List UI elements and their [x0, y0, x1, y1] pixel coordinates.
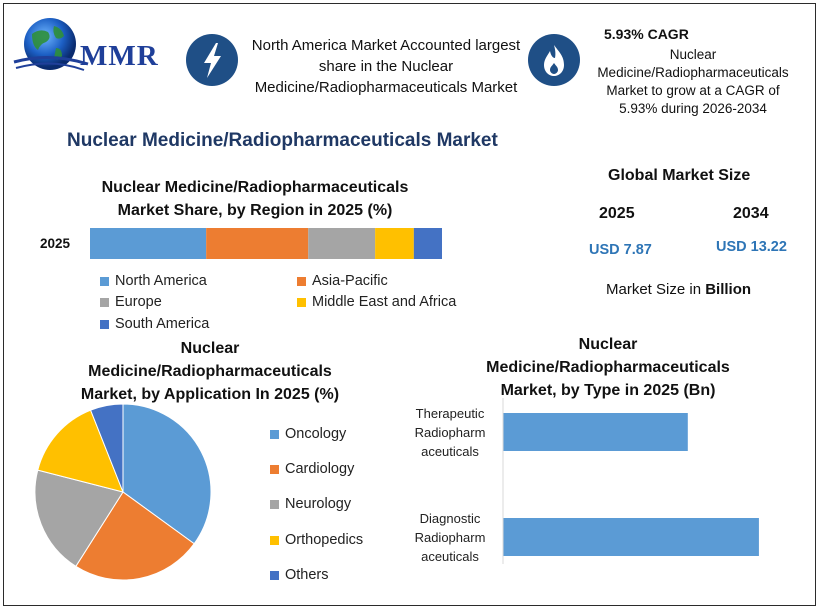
market-size-note-prefix: Market Size in	[606, 281, 706, 298]
region-legend-item: Asia-Pacific	[297, 273, 388, 289]
legend-swatch	[270, 535, 279, 545]
pie-slice	[89, 403, 124, 493]
legend-swatch	[297, 297, 306, 307]
pie-slice	[75, 491, 195, 581]
application-legend-item: Orthopedics	[270, 532, 363, 548]
type-category-label: Diagnostic Radiopharm aceuticals	[404, 509, 496, 566]
flame-icon	[544, 45, 564, 76]
region-legend-item: Europe	[100, 294, 162, 310]
market-size-year-2034: 2034	[733, 205, 769, 222]
legend-label: Oncology	[285, 426, 347, 442]
cagr-text: Nuclear Medicine/Radiopharmaceuticals Ma…	[597, 47, 789, 116]
type-bar	[503, 413, 688, 451]
region-bar-segment	[413, 228, 442, 259]
legend-swatch	[100, 276, 109, 286]
type-category-label-line: aceuticals	[421, 444, 479, 459]
legend-label: North America	[115, 273, 207, 289]
type-category-label-line: Radiopharm	[414, 425, 486, 440]
main-title: Nuclear Medicine/Radiopharmaceuticals Ma…	[67, 130, 498, 151]
region-bar-segment	[308, 228, 376, 259]
type-bar	[503, 518, 759, 556]
legend-swatch	[100, 319, 109, 329]
type-category-label-line: aceuticals	[421, 549, 479, 564]
application-chart-title: Nuclear Medicine/Radiopharmaceuticals Ma…	[80, 340, 340, 403]
legend-label: Others	[285, 567, 329, 583]
legend-label: Cardiology	[285, 461, 355, 477]
legend-label: Asia-Pacific	[312, 273, 388, 289]
pie-slice	[122, 403, 212, 545]
legend-label: Europe	[115, 294, 162, 310]
region-legend-item: South America	[100, 316, 209, 332]
application-pie-chart	[34, 403, 212, 581]
highlight-icon-container	[186, 34, 238, 86]
type-chart-title: Nuclear Medicine/Radiopharmaceuticals Ma…	[486, 336, 730, 399]
region-legend-item: Middle East and Africa	[297, 294, 456, 310]
market-size-title: Global Market Size	[608, 167, 751, 184]
region-bar-segment	[375, 228, 414, 259]
type-category-label: Therapeutic Radiopharm aceuticals	[404, 404, 496, 461]
lightning-icon	[204, 43, 221, 78]
market-size-value-2025: USD 7.87	[589, 242, 652, 258]
legend-label: Neurology	[285, 496, 352, 512]
application-legend-item: Others	[270, 567, 329, 583]
region-chart-title: Nuclear Medicine/Radiopharmaceuticals Ma…	[101, 179, 409, 219]
application-legend-item: Oncology	[270, 426, 346, 442]
market-size-year-2025: 2025	[599, 205, 635, 222]
market-size-value-2034: USD 13.22	[716, 239, 787, 255]
legend-swatch	[270, 464, 279, 474]
market-size-note-unit: Billion	[705, 281, 752, 298]
region-bar-category-label: 2025	[40, 236, 71, 251]
type-category-label-line: Therapeutic	[415, 406, 485, 421]
type-bar-chart	[502, 398, 759, 564]
pie-slice	[37, 409, 124, 493]
legend-label: Middle East and Africa	[312, 294, 457, 310]
cagr-title: 5.93% CAGR	[604, 26, 689, 42]
logo-text: MMR	[80, 40, 159, 72]
region-stacked-bar-chart	[90, 228, 442, 259]
pie-slice	[34, 469, 124, 567]
legend-swatch	[270, 570, 279, 580]
application-legend-item: Cardiology	[270, 461, 354, 477]
globe-logo-icon	[13, 18, 89, 71]
highlight-text-1: North America Market Accounted largest s…	[251, 37, 521, 96]
legend-label: South America	[115, 316, 210, 332]
region-legend-item: North America	[100, 273, 207, 289]
legend-swatch	[297, 276, 306, 286]
type-category-label-line: Diagnostic	[419, 511, 481, 526]
application-legend-item: Neurology	[270, 496, 351, 512]
region-bar-segment	[206, 228, 309, 259]
legend-swatch	[270, 499, 279, 509]
type-category-label-line: Radiopharm	[414, 530, 486, 545]
infographic-frame	[3, 3, 816, 606]
legend-label: Orthopedics	[285, 532, 364, 548]
market-size-note: Market Size in Billion	[606, 281, 751, 298]
region-bar-segment	[90, 228, 207, 259]
highlight-icon-container	[528, 34, 580, 86]
legend-swatch	[270, 429, 279, 439]
legend-swatch	[100, 297, 109, 307]
